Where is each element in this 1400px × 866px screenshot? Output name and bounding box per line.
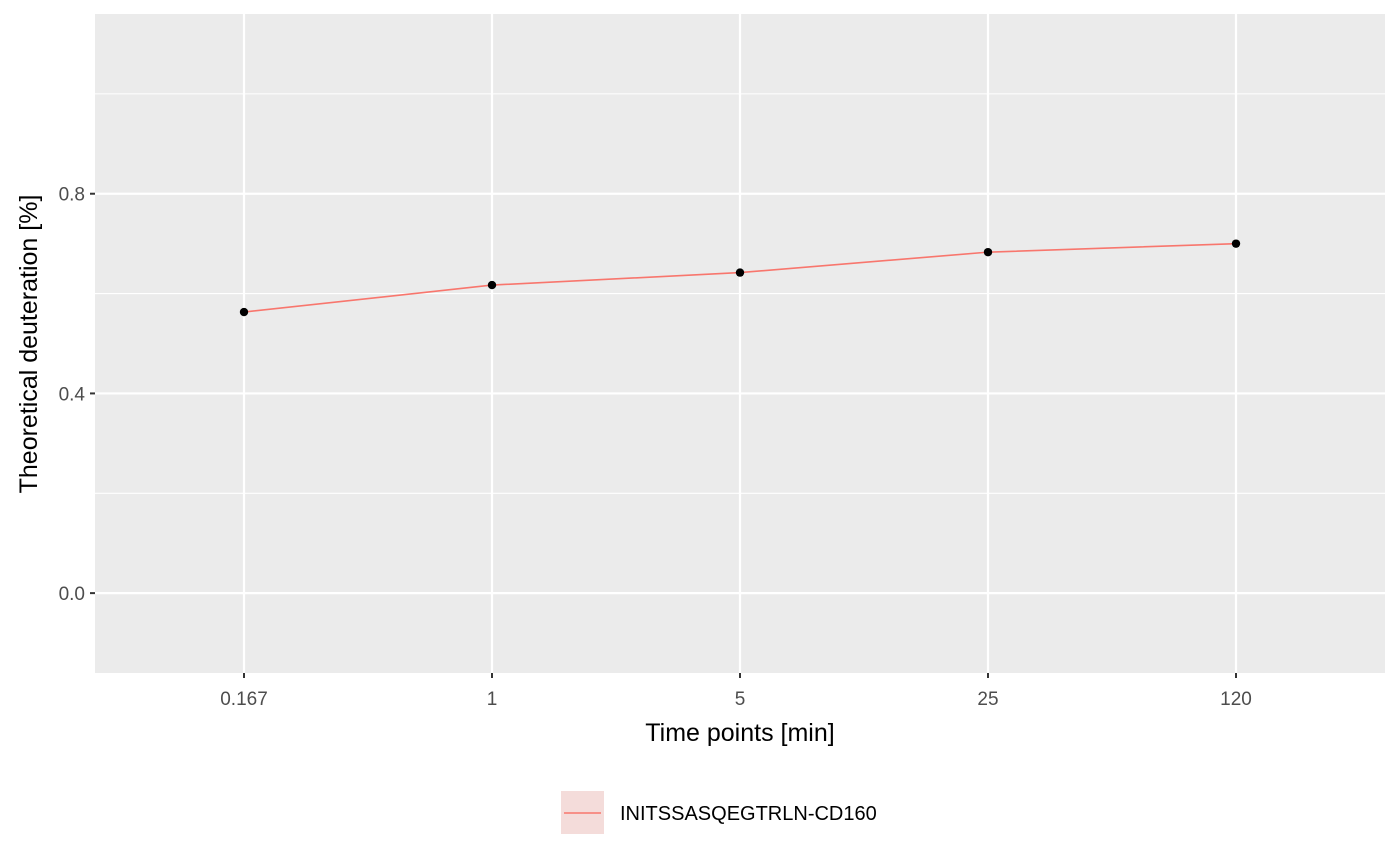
x-tick-label: 5	[735, 689, 746, 710]
legend-label: INITSSASQEGTRLN-CD160	[620, 803, 877, 825]
data-point	[983, 247, 993, 257]
y-axis: 0.0 0.4 0.8	[59, 185, 95, 605]
x-axis-title: Time points [min]	[645, 719, 834, 747]
data-point	[735, 268, 745, 277]
x-tick-label: 1	[487, 689, 498, 710]
data-point	[239, 307, 249, 317]
x-tick-label: 120	[1220, 689, 1252, 710]
x-tick-label: 25	[977, 689, 998, 710]
y-axis-title: Theoretical deuteration [%]	[15, 195, 43, 494]
y-tick-label: 0.0	[59, 584, 85, 605]
series-points	[239, 239, 1241, 317]
x-axis: 0.167 1 5 25 120	[220, 673, 1252, 710]
y-tick-label: 0.8	[59, 185, 85, 206]
major-grid	[95, 14, 1385, 673]
data-point	[1231, 239, 1241, 248]
y-tick-label: 0.4	[59, 384, 86, 405]
data-point	[487, 280, 497, 290]
x-tick-label: 0.167	[220, 689, 268, 710]
legend: INITSSASQEGTRLN-CD160	[561, 791, 877, 834]
